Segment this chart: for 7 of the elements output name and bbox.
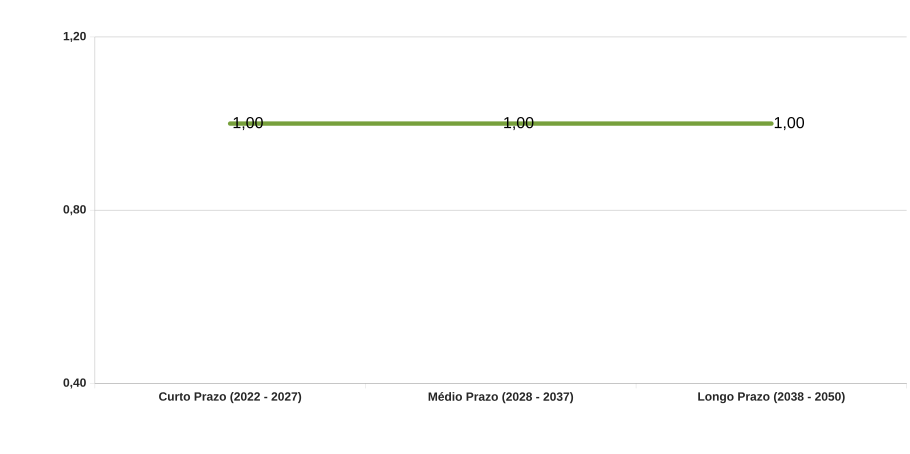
y-tick-label: 0,40 xyxy=(63,378,86,388)
x-tick-label: Curto Prazo (2022 - 2027) xyxy=(159,392,302,403)
y-tick-label: 1,20 xyxy=(64,32,86,42)
data-label: 1,00 xyxy=(774,116,804,130)
y-tick-label: 0,80 xyxy=(63,204,86,216)
x-tick-label: Médio Prazo (2028 - 2037) xyxy=(428,392,574,404)
x-tick-label: Longo Prazo (2038 - 2050) xyxy=(698,392,845,404)
